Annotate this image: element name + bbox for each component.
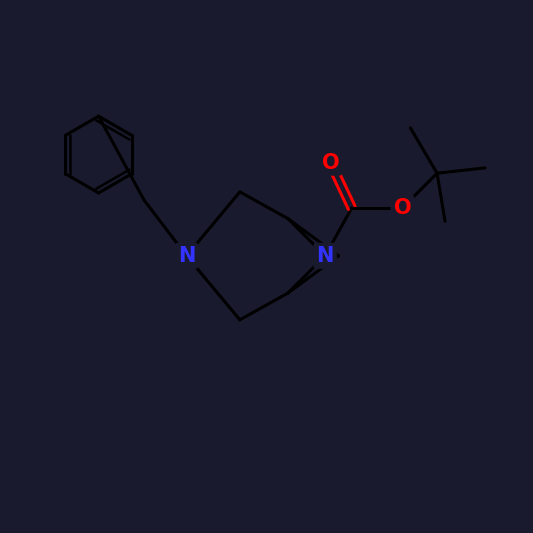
Text: N: N (178, 246, 195, 266)
Text: O: O (321, 152, 340, 173)
Text: N: N (317, 246, 334, 266)
Text: O: O (393, 198, 411, 218)
